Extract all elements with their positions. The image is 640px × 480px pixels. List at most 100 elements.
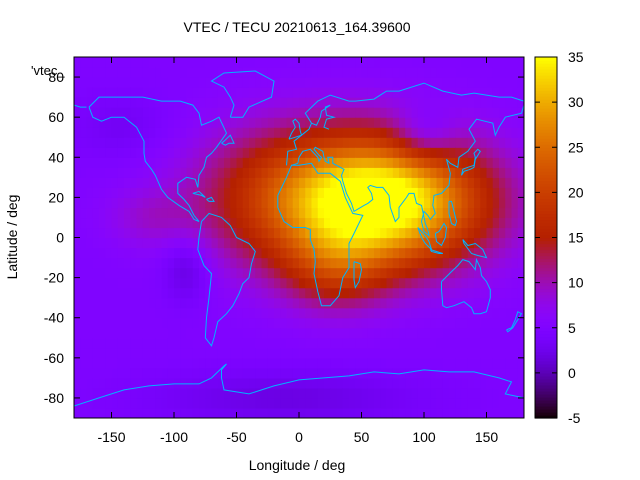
heatmap-cell: [267, 247, 275, 259]
heatmap-cell: [80, 167, 88, 178]
heatmap-cell: [430, 317, 438, 329]
heatmap-cell: [405, 257, 413, 269]
heatmap-cell: [236, 407, 244, 418]
colorbar-segment: [535, 249, 557, 254]
heatmap-cell: [405, 277, 413, 289]
heatmap-cell: [480, 117, 488, 128]
heatmap-cell: [86, 107, 94, 118]
heatmap-cell: [155, 87, 163, 98]
heatmap-cell: [399, 187, 406, 198]
heatmap-cell: [399, 387, 406, 399]
heatmap-cell: [436, 187, 444, 198]
heatmap-cell: [417, 147, 425, 158]
heatmap-cell: [255, 327, 263, 339]
heatmap-cell: [455, 347, 463, 359]
heatmap-cell: [155, 257, 163, 269]
heatmap-cell: [161, 207, 169, 219]
heatmap-cell: [211, 347, 219, 359]
heatmap-cell: [117, 117, 125, 128]
heatmap-cell: [161, 157, 169, 168]
heatmap-cell: [324, 347, 331, 359]
colorbar-segment: [535, 363, 557, 368]
heatmap-cell: [361, 317, 369, 329]
heatmap-cell: [436, 107, 444, 118]
heatmap-cell: [430, 187, 438, 198]
heatmap-cell: [261, 87, 269, 98]
heatmap-cell: [286, 267, 294, 279]
heatmap-cell: [442, 377, 450, 389]
heatmap-cell: [80, 157, 88, 168]
heatmap-cell: [330, 177, 338, 188]
coastline: [434, 222, 448, 247]
heatmap-cell: [230, 217, 238, 229]
heatmap-cell: [392, 187, 400, 198]
heatmap-cell: [199, 117, 206, 128]
heatmap-cell: [442, 277, 450, 289]
heatmap-cell: [99, 157, 106, 168]
heatmap-cell: [324, 177, 331, 188]
heatmap-cell: [411, 57, 419, 68]
heatmap-cell: [492, 357, 500, 369]
heatmap-cell: [155, 67, 163, 78]
heatmap-cell: [205, 337, 213, 349]
heatmap-cell: [461, 227, 469, 239]
colorbar-segment: [535, 231, 557, 236]
heatmap-cell: [117, 137, 125, 148]
heatmap-cell: [292, 137, 300, 148]
heatmap-cell: [311, 387, 319, 399]
heatmap-cell: [492, 67, 500, 78]
heatmap-cell: [105, 327, 113, 339]
heatmap-cell: [267, 187, 275, 198]
heatmap-cell: [174, 197, 181, 209]
heatmap-cell: [80, 287, 88, 299]
heatmap-cell: [142, 107, 150, 118]
heatmap-cell: [217, 337, 225, 349]
heatmap-cell: [424, 177, 431, 188]
heatmap-cell: [161, 367, 169, 379]
heatmap-cell: [299, 137, 306, 148]
heatmap-cell: [167, 267, 175, 279]
heatmap-cell: [86, 227, 94, 239]
heatmap-cell: [305, 157, 313, 168]
heatmap-cell: [167, 147, 175, 158]
heatmap-cell: [130, 97, 138, 108]
heatmap-cell: [274, 87, 281, 98]
heatmap-cell: [205, 357, 213, 369]
heatmap-cell: [367, 97, 375, 108]
heatmap-cell: [92, 227, 100, 239]
heatmap-cell: [211, 197, 219, 209]
heatmap-cell: [261, 197, 269, 209]
heatmap-cell: [80, 387, 88, 399]
heatmap-cell: [111, 207, 119, 219]
colorbar-segment: [535, 174, 557, 178]
heatmap-cell: [449, 387, 456, 399]
heatmap-cell: [130, 317, 138, 329]
heatmap-cell: [455, 377, 463, 389]
heatmap-cell: [124, 57, 131, 68]
heatmap-cell: [274, 157, 281, 168]
heatmap-cell: [492, 207, 500, 219]
colorbar-segment: [535, 96, 557, 100]
heatmap-cell: [430, 217, 438, 229]
heatmap-cell: [255, 367, 263, 379]
heatmap-cell: [111, 177, 119, 188]
heatmap-cell: [224, 117, 231, 128]
heatmap-cell: [217, 217, 225, 229]
heatmap-cell: [236, 237, 244, 249]
coastline: [192, 190, 206, 198]
heatmap-cell: [411, 327, 419, 339]
heatmap-cell: [324, 167, 331, 178]
heatmap-cell: [405, 167, 413, 178]
heatmap-cell: [349, 87, 356, 98]
heatmap-cell: [486, 267, 494, 279]
heatmap-cell: [224, 367, 231, 379]
heatmap-cell: [461, 327, 469, 339]
heatmap-cell: [80, 377, 88, 389]
heatmap-cell: [242, 227, 250, 239]
heatmap-cell: [467, 137, 475, 148]
heatmap-cell: [374, 197, 381, 209]
heatmap-cell: [505, 97, 513, 108]
heatmap-cell: [211, 377, 219, 389]
heatmap-cell: [430, 157, 438, 168]
heatmap-cell: [192, 367, 200, 379]
